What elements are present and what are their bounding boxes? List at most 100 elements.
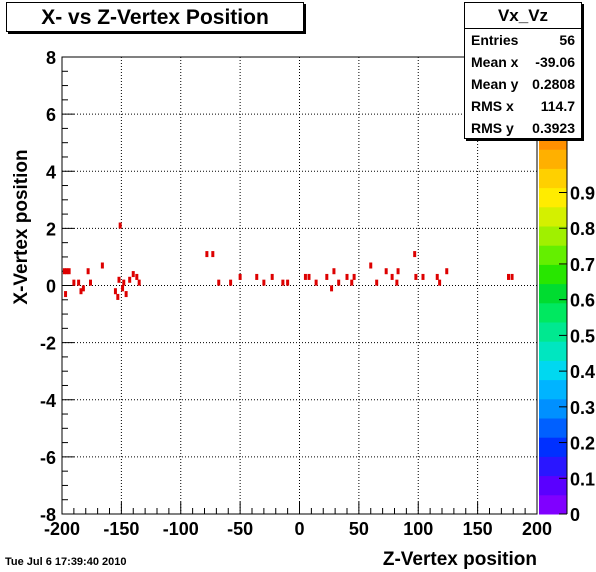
stats-row-entries: Entries 56 [465,29,581,51]
palette-cell [539,226,567,246]
palette-cell [539,149,567,169]
data-point [510,273,514,280]
data-point [375,279,379,286]
data-point [67,268,71,275]
data-point [117,276,121,283]
palette-cell [539,168,567,189]
data-point [122,279,126,286]
data-point [352,273,356,280]
data-point [118,222,122,229]
palette-tick-label: 0.5 [570,326,595,346]
data-point [217,279,221,286]
data-point [113,288,117,295]
palette-tick-label: 0.6 [570,291,595,311]
palette-tick-label: 0.3 [570,398,595,418]
data-point [72,279,76,286]
palette-cell [539,187,567,208]
data-point [281,279,285,286]
y-tick-label: -4 [40,391,56,411]
palette-cell [539,475,567,496]
stats-label: RMS x [471,98,514,114]
data-point [62,268,66,275]
x-tick-label: 50 [349,519,369,539]
data-point [369,262,373,269]
palette-cell [539,398,567,419]
stats-label: RMS y [471,120,514,136]
palette-tick-label: 0.2 [570,434,595,454]
palette-tick-label: 0 [570,505,580,525]
data-point [79,288,83,295]
data-point [350,279,354,286]
x-tick-label: -150 [103,519,139,539]
palette-cell [539,379,567,400]
data-point [77,279,81,286]
y-tick-label: -8 [40,505,56,525]
data-point [131,271,135,278]
palette-cell [539,206,567,227]
palette-cell [539,437,567,457]
stats-label: Entries [471,32,519,48]
palette-tick-label: 0.4 [570,362,595,382]
data-point [121,285,125,292]
palette-tick-label: 0.8 [570,219,595,239]
y-tick-label: 0 [46,277,56,297]
y-tick-label: 8 [46,48,56,68]
x-tick-label: -100 [163,519,199,539]
stats-value: 0.2808 [532,76,575,92]
data-points [62,222,514,300]
stats-row-mean-y: Mean y 0.2808 [465,73,581,95]
data-point [116,293,120,300]
data-point [445,268,449,275]
data-point [413,251,417,258]
x-axis-title: Z-Vertex position [383,549,537,570]
title-box: X- vs Z-Vertex Position [6,2,304,32]
data-point [390,273,394,280]
data-point [286,279,290,286]
data-point [135,273,139,280]
data-point [438,279,442,286]
chart-title: X- vs Z-Vertex Position [41,6,269,29]
y-tick-label: -6 [40,448,56,468]
stats-value: 56 [559,32,575,48]
palette-tick-label: 0.9 [570,184,595,204]
data-point [100,262,104,269]
palette-tick-label: 0.7 [570,255,595,275]
data-point [205,251,209,258]
palette-cell [539,245,567,265]
stats-histogram-name: Vx_Vz [465,3,581,29]
x-tick-label: -50 [227,519,253,539]
data-point [396,268,400,275]
y-tick-label: 4 [46,162,56,182]
data-point [86,268,90,275]
data-point [64,291,68,298]
y-tick-label: 2 [46,219,56,239]
stats-value: -39.06 [535,54,575,70]
y-tick-label: 6 [46,105,56,125]
palette-cell [539,360,567,381]
y-tick-label: -2 [40,334,56,354]
stats-label: Mean y [471,76,519,92]
data-point [211,251,215,258]
data-point [421,273,425,280]
palette-cell [539,418,567,438]
data-point [337,279,341,286]
palette-cell [539,322,567,342]
stats-row-mean-x: Mean x -39.06 [465,51,581,73]
data-point [137,279,141,286]
data-point [270,273,274,280]
data-point [303,273,307,280]
data-point [89,279,92,286]
x-tick-label: 100 [403,519,433,539]
data-point [414,273,418,280]
data-point [262,279,266,286]
data-point [65,268,69,275]
data-point [325,273,329,280]
x-tick-label: 0 [294,519,304,539]
palette-tick-label: 0.1 [570,469,595,489]
stats-value: 0.3923 [532,120,575,136]
data-point [314,279,318,286]
data-point [307,273,311,280]
data-point [229,279,233,286]
palette-cell [539,283,567,304]
